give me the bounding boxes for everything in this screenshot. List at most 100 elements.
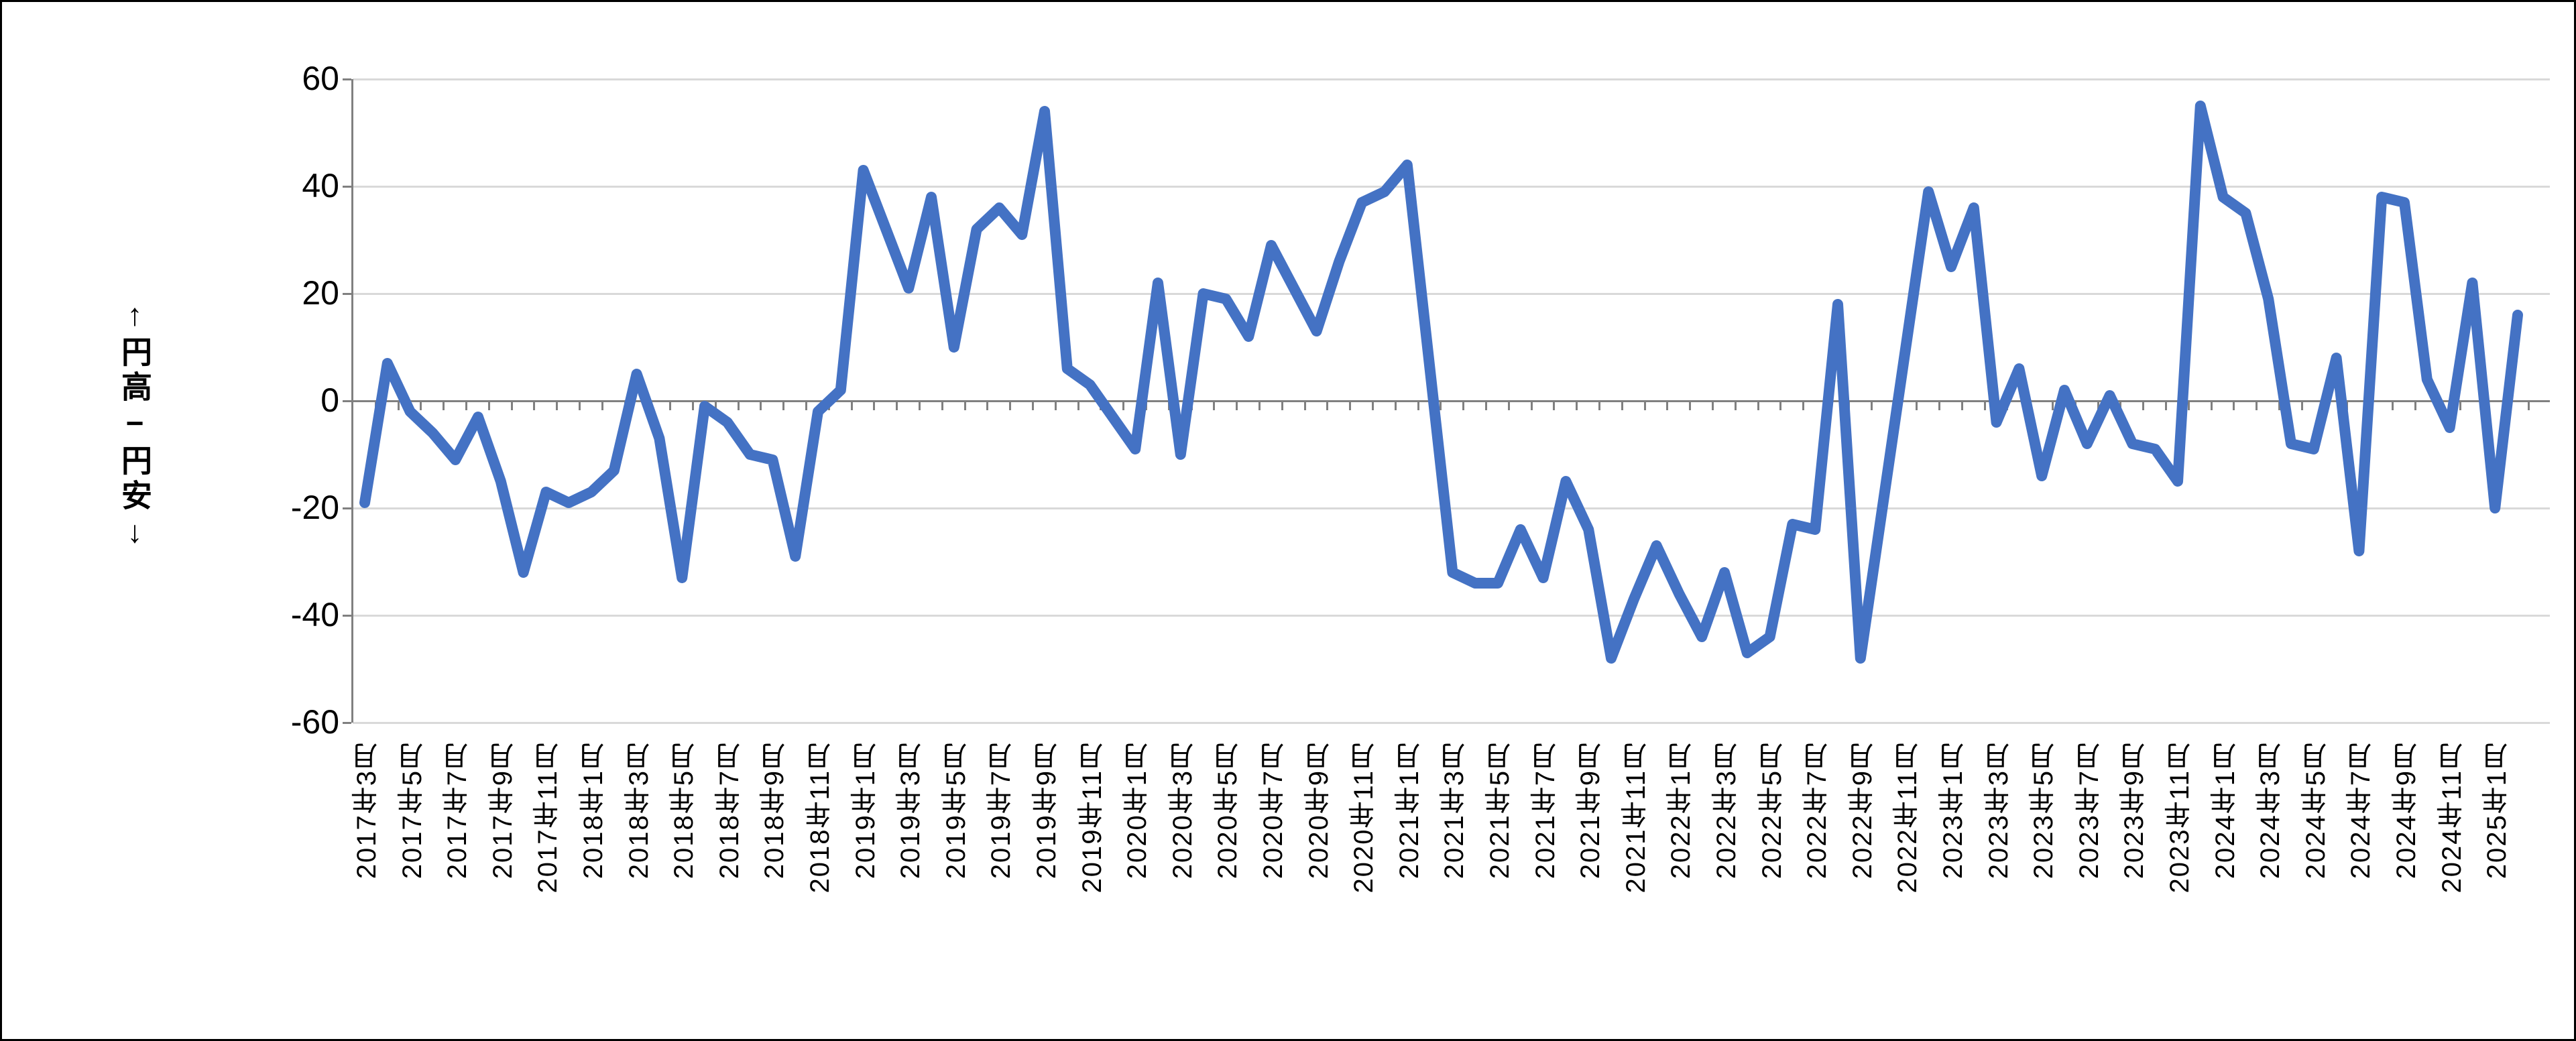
gridline: [353, 292, 2550, 295]
x-axis-tick: [714, 401, 717, 410]
x-axis-tick: [1054, 401, 1057, 410]
x-axis-tick: [2052, 401, 2054, 410]
x-axis-tick: [1372, 401, 1374, 410]
x-axis-tick: [487, 401, 490, 410]
x-axis-tick: [2187, 401, 2190, 410]
x-axis-tick: [1122, 401, 1125, 410]
x-axis-tick: [1757, 401, 1759, 410]
x-axis-tick: [669, 401, 672, 410]
y-axis-tick: [343, 185, 351, 188]
x-axis-tick: [760, 401, 762, 410]
x-axis-tick: [2210, 401, 2213, 410]
x-axis-tick: [1349, 401, 1352, 410]
y-tick-label: -60: [290, 703, 339, 741]
x-axis-tick: [2119, 401, 2122, 410]
x-axis-tick: [1530, 401, 1533, 410]
x-axis-tick: [397, 401, 400, 410]
x-axis-tick: [1666, 401, 1669, 410]
x-axis-tick: [1440, 401, 1442, 410]
x-axis-tick: [1009, 401, 1012, 410]
x-axis-tick: [2414, 401, 2416, 410]
x-axis-tick: [1258, 401, 1261, 410]
x-axis-tick: [1712, 401, 1714, 410]
x-axis-tick: [1576, 401, 1578, 410]
x-axis-tick: [1417, 401, 1419, 410]
x-axis-tick: [986, 401, 989, 410]
x-axis-tick: [1553, 401, 1556, 410]
x-axis-tick: [2300, 401, 2303, 410]
y-axis-line: [351, 79, 353, 723]
x-axis-tick: [2233, 401, 2235, 410]
y-axis-tick: [343, 614, 351, 617]
x-axis-tick: [1983, 401, 1986, 410]
y-axis-tick: [343, 400, 351, 402]
x-axis-tick: [896, 401, 898, 410]
x-axis-tick: [850, 401, 853, 410]
y-tick-label: -20: [290, 489, 339, 526]
y-axis-tick: [343, 507, 351, 509]
x-axis-tick: [1916, 401, 1918, 410]
x-axis-tick: [1281, 401, 1283, 410]
x-axis-tick: [1960, 401, 1963, 410]
x-axis-tick: [579, 401, 581, 410]
zero-axis-line: [353, 400, 2550, 402]
x-axis-tick: [556, 401, 559, 410]
y-tick-label: 0: [320, 381, 339, 419]
x-axis-tick: [601, 401, 603, 410]
x-axis-tick: [1213, 401, 1216, 410]
x-axis-tick: [873, 401, 876, 410]
x-axis-tick: [1802, 401, 1805, 410]
x-axis-tick: [1734, 401, 1737, 410]
gridline: [353, 78, 2550, 80]
x-axis-tick: [1689, 401, 1692, 410]
x-axis-tick: [510, 401, 513, 410]
x-axis-tick: [2278, 401, 2280, 410]
x-axis-tick: [2142, 401, 2145, 410]
y-tick-label: 40: [302, 167, 339, 204]
x-axis-tick: [1507, 401, 1510, 410]
x-axis-tick: [1938, 401, 1940, 410]
x-axis-tick: [1621, 401, 1623, 410]
x-axis-tick: [1326, 401, 1329, 410]
gridline: [353, 614, 2550, 617]
y-axis-tick: [343, 78, 351, 80]
x-axis-tick: [941, 401, 943, 410]
x-axis-tick: [2459, 401, 2462, 410]
x-axis-tick: [1779, 401, 1782, 410]
x-axis-tick: [465, 401, 467, 410]
x-axis-tick: [1485, 401, 1487, 410]
gridline: [353, 507, 2550, 509]
x-axis-tick: [919, 401, 921, 410]
x-axis-tick: [1303, 401, 1306, 410]
x-axis-tick: [963, 401, 966, 410]
x-axis-tick: [782, 401, 785, 410]
x-axis-tick: [1077, 401, 1079, 410]
x-axis-tick: [737, 401, 740, 410]
x-axis-tick: [443, 401, 445, 410]
gridline: [353, 721, 2550, 724]
x-axis-tick: [1394, 401, 1397, 410]
x-axis-tick: [1870, 401, 1873, 410]
x-axis-tick: [1032, 401, 1034, 410]
x-axis-tick: [805, 401, 807, 410]
x-axis-tick: [2165, 401, 2167, 410]
x-axis-tick: [2527, 401, 2530, 410]
data-series-line: [359, 101, 2523, 664]
y-axis-title: ↑円高−円安↓: [117, 297, 152, 553]
y-tick-label: 20: [302, 274, 339, 312]
x-axis-tick: [1462, 401, 1465, 410]
y-tick-label: -40: [290, 596, 339, 633]
y-axis-tick: [343, 292, 351, 295]
x-axis-tick: [2256, 401, 2258, 410]
y-axis-tick: [343, 721, 351, 724]
x-axis-tick: [1236, 401, 1238, 410]
y-tick-label: 60: [302, 60, 339, 97]
x-axis-tick: [2097, 401, 2099, 410]
x-axis-tick: [1643, 401, 1646, 410]
x-axis-tick: [2392, 401, 2394, 410]
x-axis-tick: [692, 401, 694, 410]
gridline: [353, 185, 2550, 188]
x-axis-tick: [1598, 401, 1600, 410]
